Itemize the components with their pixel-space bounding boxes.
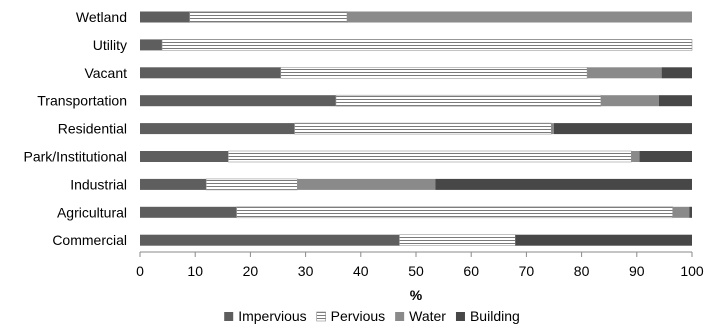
category-label: Commercial	[52, 232, 127, 248]
category-label: Vacant	[84, 65, 127, 81]
bar-segment-pervious-commercial	[399, 234, 516, 246]
legend-item-impervious: Impervious	[224, 308, 307, 324]
x-tick-label: 0	[136, 263, 144, 279]
bar-segment-impervious-agricultural	[140, 206, 237, 218]
category-label: Agricultural	[57, 204, 127, 220]
bar-segment-water-wetland	[347, 11, 692, 23]
legend-label-building: Building	[470, 308, 520, 324]
legend-swatch-pervious	[316, 311, 326, 322]
bar-segment-impervious-park-institutional	[140, 151, 229, 162]
category-label: Residential	[58, 121, 127, 137]
bar-segment-pervious-utility	[161, 39, 693, 51]
category-label: Transportation	[37, 93, 127, 109]
x-tick-label: 100	[680, 263, 704, 279]
x-tick-label: 70	[519, 263, 535, 279]
bar-segment-water-park-institutional	[631, 151, 640, 162]
bar-segment-pervious-agricultural	[236, 206, 673, 219]
x-axis-title: %	[410, 287, 423, 303]
bar-segment-pervious-park-institutional	[228, 150, 632, 163]
category-labels: Wetland Utility Vacant Transportation Reside…	[24, 9, 128, 248]
x-tick-label: 80	[574, 263, 590, 279]
x-axis: 0 10 20 30 40 50 60 70 80 90 100	[136, 251, 704, 279]
bar-segment-water-industrial	[297, 178, 436, 190]
bar-segment-impervious-industrial	[140, 178, 207, 190]
bar-segment-water-transportation	[600, 95, 659, 107]
bar-segment-impervious-wetland	[140, 11, 190, 23]
x-tick-label: 30	[298, 263, 314, 279]
category-label: Utility	[93, 37, 127, 53]
bar-segment-building-residential	[554, 123, 692, 135]
legend-label-impervious: Impervious	[238, 308, 306, 324]
category-label: Wetland	[76, 9, 127, 25]
bar-segment-water-agricultural	[672, 206, 690, 218]
bar-segment-pervious-vacant	[280, 67, 588, 79]
category-label: Industrial	[70, 176, 127, 192]
x-tick-label: 20	[243, 263, 259, 279]
bar-segment-impervious-residential	[140, 123, 295, 135]
x-tick-label: 90	[629, 263, 645, 279]
bar-segment-pervious-transportation	[335, 94, 602, 107]
bar-segment-impervious-utility	[140, 39, 163, 51]
bar-segment-impervious-vacant	[140, 67, 281, 79]
bar-segment-pervious-residential	[294, 122, 552, 135]
bar-segment-building-commercial	[515, 234, 692, 246]
x-tick-label: 10	[187, 263, 203, 279]
bar-segment-pervious-industrial	[205, 178, 298, 191]
legend-item-pervious: Pervious	[316, 308, 385, 324]
legend-swatch-impervious	[224, 312, 234, 321]
bar-segment-building-transportation	[658, 95, 692, 107]
bar-segment-water-residential	[551, 123, 554, 135]
bar-segment-impervious-transportation	[140, 95, 336, 107]
x-tick-label: 50	[408, 263, 424, 279]
legend-item-building: Building	[455, 308, 520, 324]
legend-label-water: Water	[409, 308, 446, 324]
x-tick-label: 40	[353, 263, 369, 279]
bar-segment-impervious-commercial	[140, 234, 400, 246]
legend-label-pervious: Pervious	[331, 308, 385, 324]
bar-segment-pervious-wetland	[189, 11, 348, 23]
bar-segment-building-park-institutional	[639, 151, 692, 162]
bar-segment-water-vacant	[587, 67, 662, 79]
bars-layer	[140, 11, 693, 246]
bar-segment-building-agricultural	[689, 206, 692, 218]
legend-swatch-building	[455, 312, 465, 321]
legend-swatch-water	[395, 312, 405, 321]
x-tick-label: 60	[463, 263, 479, 279]
bar-segment-building-vacant	[661, 67, 692, 79]
bar-segment-building-industrial	[435, 178, 692, 190]
legend: Impervious Pervious Water Building	[224, 308, 520, 324]
legend-item-water: Water	[395, 308, 446, 324]
category-label: Park/Institutional	[24, 149, 128, 165]
